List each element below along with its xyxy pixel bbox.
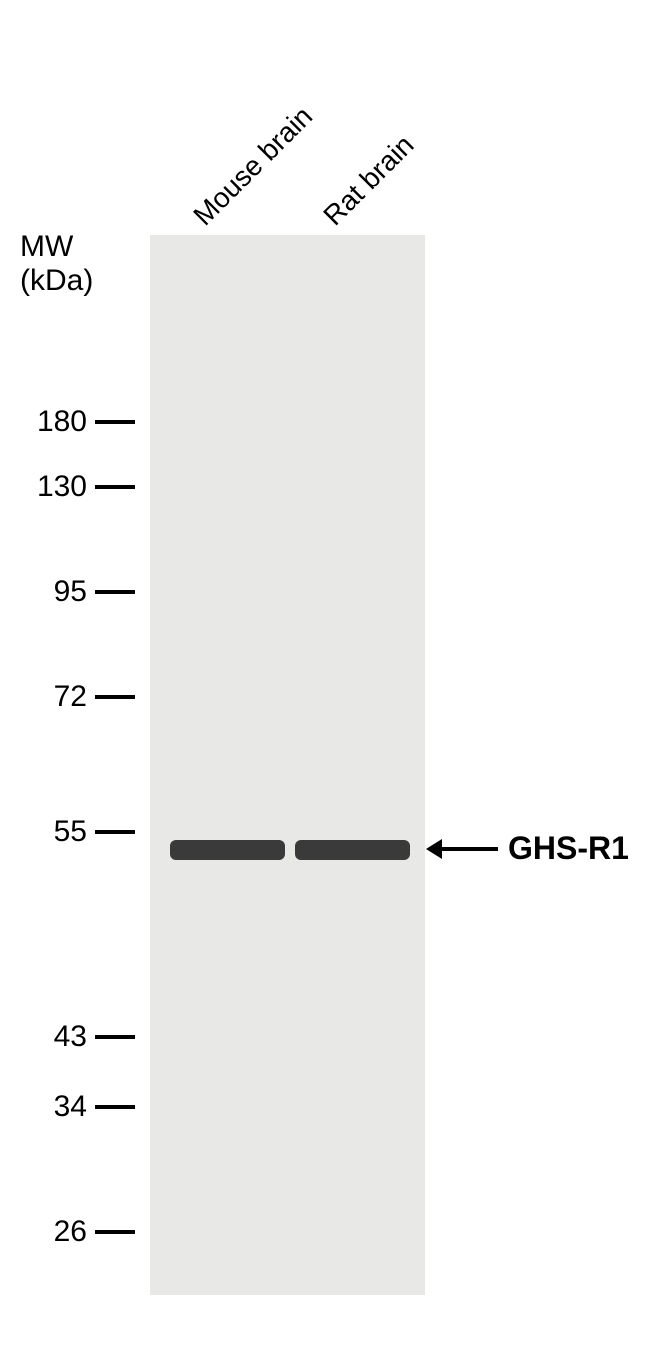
arrow-head-icon [426, 839, 442, 859]
mw-marker-26: 26 [32, 1215, 135, 1249]
mw-tick-icon [95, 830, 135, 834]
mw-marker-43: 43 [32, 1020, 135, 1054]
mw-tick-icon [95, 590, 135, 594]
mw-header-line1: MW [20, 230, 93, 264]
blot-membrane [150, 235, 425, 1295]
western-blot-figure: Mouse brain Rat brain MW (kDa) 180 130 9… [0, 0, 650, 1369]
mw-value: 26 [32, 1215, 87, 1249]
mw-tick-icon [95, 420, 135, 424]
mw-value: 55 [32, 815, 87, 849]
arrow-icon [438, 847, 498, 851]
mw-marker-34: 34 [32, 1090, 135, 1124]
mw-value: 180 [32, 405, 87, 439]
mw-tick-icon [95, 695, 135, 699]
mw-marker-72: 72 [32, 680, 135, 714]
mw-tick-icon [95, 1230, 135, 1234]
target-text: GHS-R1 [508, 830, 629, 867]
mw-value: 95 [32, 575, 87, 609]
mw-marker-55: 55 [32, 815, 135, 849]
mw-value: 43 [32, 1020, 87, 1054]
band-lane1 [170, 840, 285, 860]
mw-value: 130 [32, 470, 87, 504]
band-lane2 [295, 840, 410, 860]
mw-tick-icon [95, 1035, 135, 1039]
lane-label-2: Rat brain [317, 129, 420, 232]
target-label: GHS-R1 [438, 830, 629, 867]
mw-value: 34 [32, 1090, 87, 1124]
mw-marker-130: 130 [32, 470, 135, 504]
mw-header-line2: (kDa) [20, 264, 93, 298]
mw-value: 72 [32, 680, 87, 714]
lane-label-1: Mouse brain [187, 100, 319, 232]
mw-marker-95: 95 [32, 575, 135, 609]
mw-tick-icon [95, 485, 135, 489]
mw-tick-icon [95, 1105, 135, 1109]
mw-header: MW (kDa) [20, 230, 93, 298]
mw-marker-180: 180 [32, 405, 135, 439]
